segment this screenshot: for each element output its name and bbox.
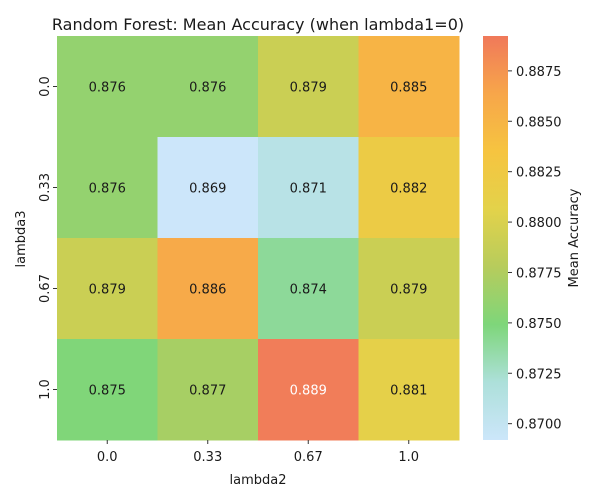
cell-value-label: 0.876 <box>189 81 226 96</box>
colorbar-ticks: 0.8700 0.8725 0.8750 0.8775 0.8800 0.8825 0.88… <box>508 65 562 433</box>
colorbar-tick-label: 0.8775 <box>516 266 562 281</box>
y-tick-label: 0.33 <box>38 173 53 202</box>
cell-value-label: 0.869 <box>189 182 226 197</box>
cell-value-label: 0.881 <box>390 384 427 399</box>
y-tick-label: 1.0 <box>38 379 53 400</box>
heatmap-cell-r2-c3 <box>358 238 460 340</box>
colorbar-tick-label: 0.8700 <box>516 418 562 433</box>
cell-value-label: 0.879 <box>390 283 427 298</box>
x-tick-label: 0.67 <box>294 450 323 465</box>
colorbar-tick-label: 0.8850 <box>516 115 562 130</box>
cell-value-label: 0.885 <box>390 81 427 96</box>
heatmap-cell-r3-c0 <box>57 339 158 441</box>
cell-value-label: 0.879 <box>89 283 126 298</box>
heatmap-cell-r0-c0 <box>57 36 158 138</box>
colorbar-tick-label: 0.8825 <box>516 166 562 181</box>
heatmap-cell-r3-c1 <box>157 339 259 441</box>
x-tick-label: 1.0 <box>398 450 419 465</box>
x-axis-label: lambda2 <box>230 473 287 488</box>
cell-value-label: 0.879 <box>290 81 327 96</box>
y-tick-label: 0.67 <box>38 274 53 303</box>
heatmap-cell-r0-c1 <box>157 36 259 138</box>
cell-value-label: 0.877 <box>189 384 226 399</box>
colorbar-tick-label: 0.8875 <box>516 65 562 80</box>
cell-value-label: 0.871 <box>290 182 327 197</box>
y-axis-label: lambda3 <box>14 211 29 268</box>
colorbar-tick-label: 0.8725 <box>516 367 562 382</box>
cell-value-label: 0.876 <box>89 81 126 96</box>
cell-value-label: 0.886 <box>189 283 226 298</box>
colorbar-label: Mean Accuracy <box>567 188 582 287</box>
x-tick-label: 0.0 <box>97 450 118 465</box>
cell-value-label: 0.889 <box>290 384 327 399</box>
cell-value-label: 0.875 <box>89 384 126 399</box>
heatmap-cell-r0-c3 <box>358 36 460 138</box>
heatmap-cell-r3-c3 <box>358 339 460 441</box>
cell-value-label: 0.876 <box>89 182 126 197</box>
chart-title: Random Forest: Mean Accuracy (when lambd… <box>52 15 464 34</box>
heatmap-cell-r3-c2 <box>258 339 359 441</box>
cell-value-label: 0.882 <box>390 182 427 197</box>
heatmap-cell-r0-c2 <box>258 36 359 138</box>
x-tick-label: 0.33 <box>193 450 222 465</box>
heatmap-cell-r1-c1 <box>157 137 259 239</box>
y-axis-ticks: 0.0 0.33 0.67 1.0 <box>38 76 57 400</box>
colorbar <box>483 36 508 440</box>
heatmap-cell-r2-c0 <box>57 238 158 340</box>
heatmap-cell-r1-c3 <box>358 137 460 239</box>
heatmap-cells: 0.876 0.876 0.879 0.885 0.876 0.869 0.871 0.882… <box>57 36 460 441</box>
x-axis-ticks: 0.0 0.33 0.67 1.0 <box>97 440 419 465</box>
y-tick-label: 0.0 <box>38 76 53 97</box>
colorbar-tick-label: 0.8800 <box>516 216 562 231</box>
colorbar-tick-label: 0.8750 <box>516 317 562 332</box>
heatmap-cell-r1-c2 <box>258 137 359 239</box>
heatmap-cell-r1-c0 <box>57 137 158 239</box>
cell-value-label: 0.874 <box>290 283 327 298</box>
heatmap-cell-r2-c2 <box>258 238 359 340</box>
heatmap-cell-r2-c1 <box>157 238 259 340</box>
